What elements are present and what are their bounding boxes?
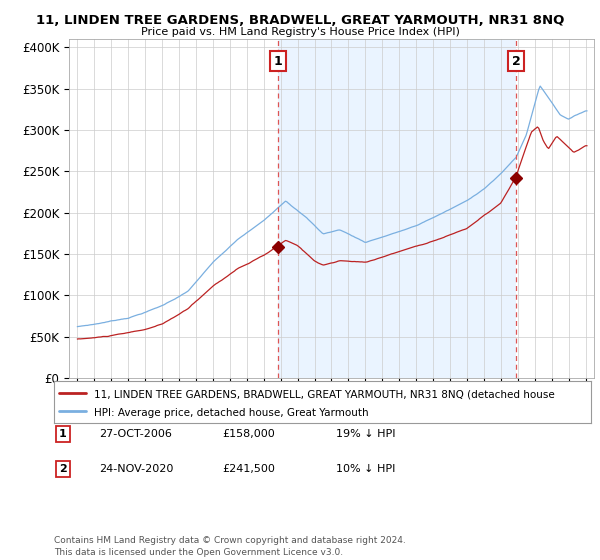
Text: 2: 2 (512, 55, 520, 68)
Text: 19% ↓ HPI: 19% ↓ HPI (336, 429, 395, 439)
Text: 11, LINDEN TREE GARDENS, BRADWELL, GREAT YARMOUTH, NR31 8NQ (detached house: 11, LINDEN TREE GARDENS, BRADWELL, GREAT… (94, 389, 555, 399)
Text: £158,000: £158,000 (222, 429, 275, 439)
Text: 27-OCT-2006: 27-OCT-2006 (99, 429, 172, 439)
Text: 1: 1 (273, 55, 282, 68)
Text: HPI: Average price, detached house, Great Yarmouth: HPI: Average price, detached house, Grea… (94, 408, 369, 418)
Text: Price paid vs. HM Land Registry's House Price Index (HPI): Price paid vs. HM Land Registry's House … (140, 27, 460, 37)
Text: 24-NOV-2020: 24-NOV-2020 (99, 464, 173, 474)
Text: 1: 1 (59, 429, 67, 439)
Text: 11, LINDEN TREE GARDENS, BRADWELL, GREAT YARMOUTH, NR31 8NQ: 11, LINDEN TREE GARDENS, BRADWELL, GREAT… (36, 14, 564, 27)
Bar (278, 39, 516, 378)
Text: Contains HM Land Registry data © Crown copyright and database right 2024.
This d: Contains HM Land Registry data © Crown c… (54, 536, 406, 557)
Text: 2: 2 (59, 464, 67, 474)
Text: 10% ↓ HPI: 10% ↓ HPI (336, 464, 395, 474)
Text: £241,500: £241,500 (222, 464, 275, 474)
